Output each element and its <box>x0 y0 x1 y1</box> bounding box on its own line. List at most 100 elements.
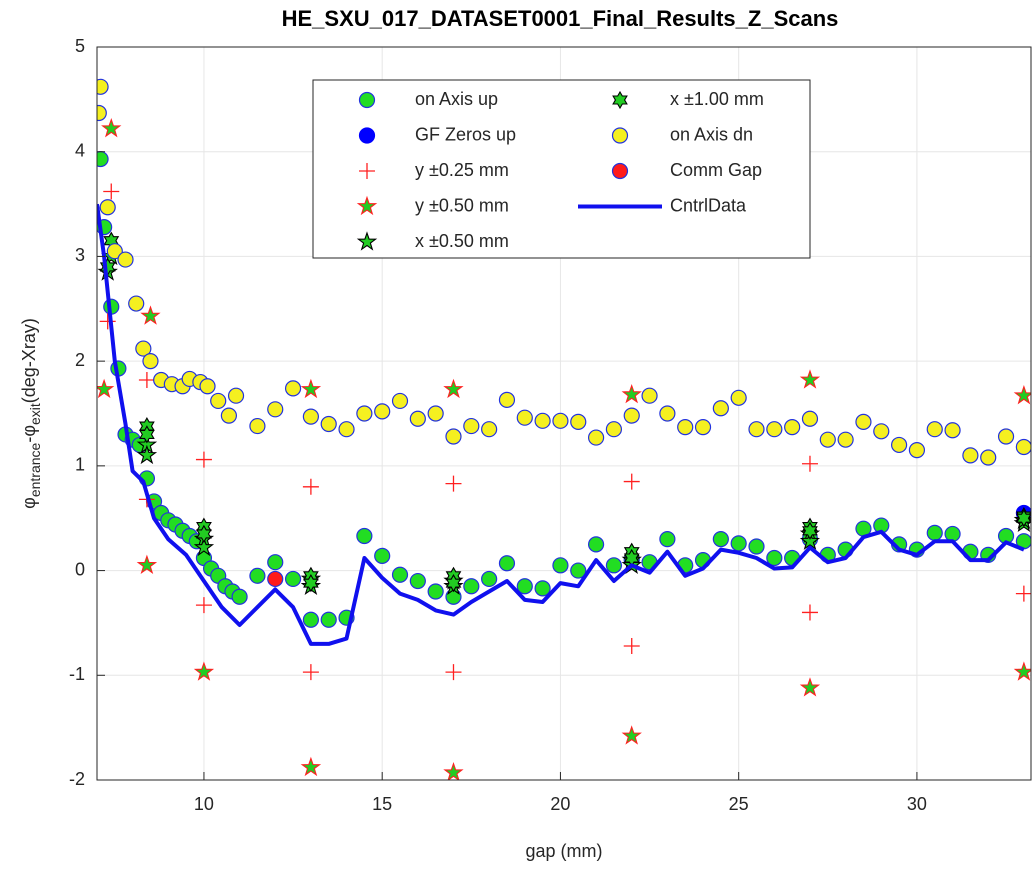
data-point <box>142 353 159 370</box>
data-point <box>128 295 145 312</box>
legend-marker <box>356 231 378 251</box>
legend-label: on Axis dn <box>670 124 753 144</box>
data-point <box>570 413 587 430</box>
data-point <box>481 421 498 438</box>
x-axis-label: gap (mm) <box>525 841 602 861</box>
data-point <box>249 567 266 584</box>
data-point <box>712 400 729 417</box>
data-point <box>748 421 765 438</box>
data-point <box>374 403 391 420</box>
data-point <box>980 449 997 466</box>
data-point <box>498 555 516 572</box>
y-tick-label: -1 <box>69 664 85 684</box>
y-tick-label: 5 <box>75 36 85 56</box>
axes: 10 15 20 25 30 -2 -1 0 1 2 3 4 5 <box>69 36 1032 814</box>
y-tick-label: -2 <box>69 769 85 789</box>
y-label-part: -φ <box>19 425 39 443</box>
x-tick-label: 20 <box>550 794 570 814</box>
data-point <box>140 305 161 325</box>
data-point <box>138 371 155 388</box>
data-point <box>356 527 373 545</box>
data-point <box>659 405 676 422</box>
data-point <box>463 578 480 595</box>
data-point <box>97 78 109 95</box>
legend-marker <box>611 162 629 180</box>
data-point <box>267 554 284 571</box>
data-point <box>799 369 821 389</box>
data-point <box>605 421 623 438</box>
data-point <box>873 423 890 440</box>
data-point <box>427 405 444 422</box>
data-point <box>445 664 462 681</box>
y-label-subscript: exit <box>27 403 43 425</box>
data-point <box>210 392 227 410</box>
data-point <box>193 536 215 557</box>
legend-marker <box>358 91 376 109</box>
data-point <box>481 570 498 588</box>
legend-label: on Axis up <box>415 89 498 109</box>
data-point <box>445 428 462 445</box>
data-point <box>231 588 248 605</box>
data-point <box>587 429 605 446</box>
data-point <box>712 531 729 548</box>
data-point <box>409 572 426 590</box>
data-point <box>300 756 322 777</box>
data-point <box>623 473 640 490</box>
legend-marker <box>612 90 628 110</box>
data-point <box>621 384 642 404</box>
x-tick-label: 25 <box>729 794 749 814</box>
data-point <box>101 118 122 138</box>
data-point <box>391 566 409 583</box>
data-point <box>801 455 818 472</box>
legend-label: Comm Gap <box>670 160 762 180</box>
marks <box>97 78 1031 780</box>
x-tick-label: 10 <box>194 794 214 814</box>
data-point <box>621 725 642 745</box>
data-point <box>748 538 765 555</box>
data-point <box>267 401 284 418</box>
data-point <box>766 549 783 567</box>
data-point <box>799 530 821 550</box>
data-point <box>445 475 462 492</box>
data-point <box>443 762 464 780</box>
legend-marker <box>358 127 376 144</box>
y-axis-label: φentrance-φexit(deg-Xray) <box>19 318 43 509</box>
data-point <box>338 421 355 438</box>
axes-box <box>96 46 1032 781</box>
data-point <box>516 409 533 426</box>
data-point <box>837 431 854 448</box>
legend-label: x ±0.50 mm <box>415 231 509 251</box>
data-point <box>117 251 134 268</box>
data-point <box>498 391 516 408</box>
data-point <box>303 573 319 593</box>
data-point <box>249 417 266 435</box>
data-point <box>552 412 569 429</box>
data-point <box>1015 438 1031 456</box>
data-point <box>267 570 284 588</box>
data-point <box>463 417 480 435</box>
data-point <box>136 444 158 465</box>
data-point <box>356 405 373 422</box>
data-point <box>302 478 319 495</box>
data-point <box>199 378 216 395</box>
data-point <box>801 410 819 427</box>
data-point <box>302 611 319 628</box>
data-point <box>802 521 818 540</box>
data-point <box>570 562 587 579</box>
data-point <box>801 604 818 621</box>
y-tick-label: 3 <box>75 245 85 265</box>
legend-marker <box>611 127 629 144</box>
legend-label: x ±1.00 mm <box>670 89 764 109</box>
data-point <box>99 199 116 216</box>
data-point <box>766 421 783 438</box>
data-point <box>641 387 658 404</box>
data-point <box>302 664 319 681</box>
data-point <box>677 419 694 436</box>
data-point <box>99 313 116 330</box>
legend-box <box>312 79 811 259</box>
data-point <box>890 436 908 454</box>
data-point <box>135 340 152 357</box>
y-tick-label: 2 <box>75 350 85 370</box>
data-point <box>730 389 747 406</box>
